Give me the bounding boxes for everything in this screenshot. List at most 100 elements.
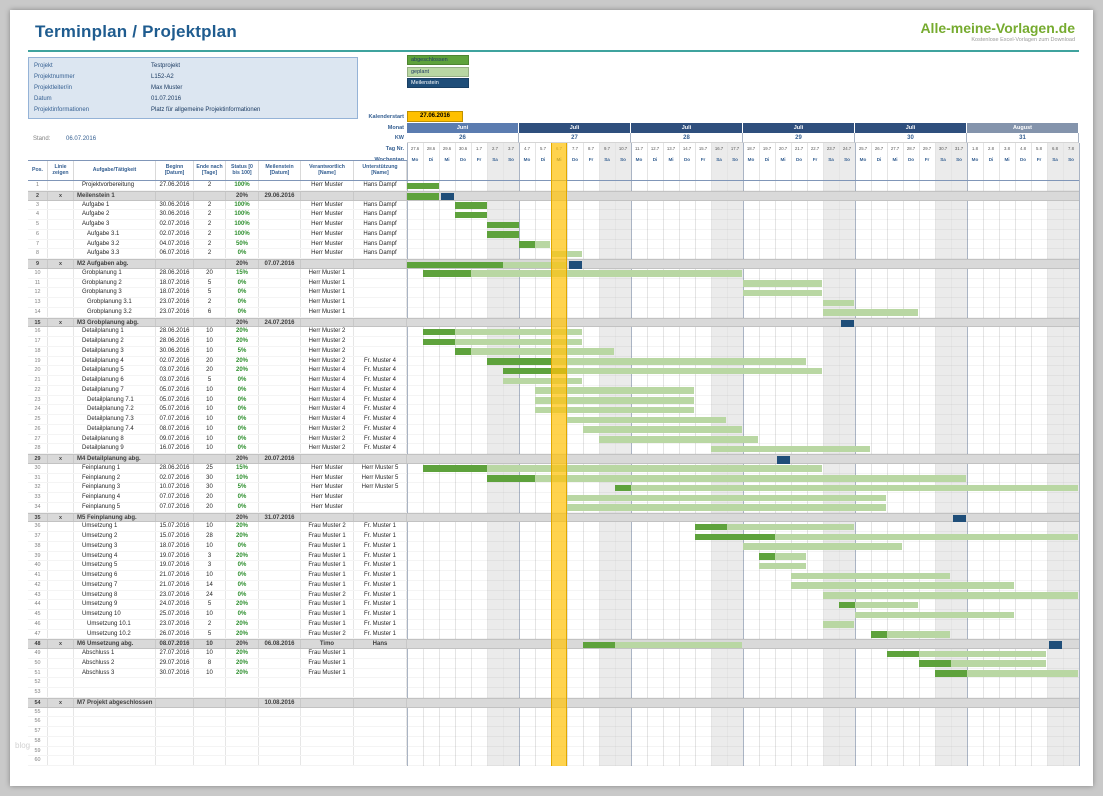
beginn-date-cell[interactable]: 28.06.2016 [156, 463, 194, 473]
dauer-tage-cell[interactable]: 20 [194, 493, 226, 502]
status-percent-cell[interactable]: 0% [226, 444, 259, 453]
meilenstein-date-cell[interactable] [259, 463, 301, 473]
meilenstein-date-cell[interactable] [259, 502, 301, 512]
dauer-tage-cell[interactable]: 28 [194, 532, 226, 541]
linie-toggle-cell[interactable] [48, 727, 74, 736]
unterstuetzung-cell[interactable] [354, 278, 407, 288]
meilenstein-date-cell[interactable] [259, 678, 301, 687]
dauer-tage-cell[interactable]: 2 [194, 200, 226, 210]
status-percent-cell[interactable]: 20% [226, 600, 259, 609]
status-percent-cell[interactable]: 20% [226, 260, 259, 268]
dauer-tage-cell[interactable] [194, 318, 226, 327]
status-percent-cell[interactable]: 0% [226, 493, 259, 502]
task-name-cell[interactable]: M7 Projekt abgeschlossen [74, 698, 156, 707]
verantwortlich-cell[interactable]: Herr Muster [301, 483, 354, 492]
meilenstein-date-cell[interactable] [259, 688, 301, 697]
status-percent-cell[interactable]: 50% [226, 239, 259, 249]
dauer-tage-cell[interactable] [194, 513, 226, 522]
beginn-date-cell[interactable]: 30.06.2016 [156, 210, 194, 219]
task-name-cell[interactable]: Feinplanung 4 [74, 493, 156, 502]
dauer-tage-cell[interactable]: 10 [194, 415, 226, 424]
dauer-tage-cell[interactable]: 10 [194, 640, 226, 648]
unterstuetzung-cell[interactable] [354, 346, 407, 356]
unterstuetzung-cell[interactable] [354, 698, 407, 707]
beginn-date-cell[interactable]: 02.07.2016 [156, 356, 194, 366]
task-name-cell[interactable]: Detailplanung 7 [74, 385, 156, 395]
task-name-cell[interactable]: M4 Detailplanung abg. [74, 455, 156, 463]
unterstuetzung-cell[interactable]: Hans Dampf [354, 181, 407, 190]
task-name-cell[interactable]: Grobplanung 3.1 [74, 298, 156, 307]
unterstuetzung-cell[interactable]: Hans Dampf [354, 229, 407, 239]
status-percent-cell[interactable]: 0% [226, 590, 259, 600]
beginn-date-cell[interactable]: 06.07.2016 [156, 249, 194, 258]
status-percent-cell[interactable]: 0% [226, 541, 259, 551]
linie-toggle-cell[interactable] [48, 210, 74, 219]
unterstuetzung-cell[interactable]: Fr. Muster 1 [354, 532, 407, 541]
dauer-tage-cell[interactable] [194, 707, 226, 717]
task-name-cell[interactable]: Aufgabe 3.2 [74, 239, 156, 249]
task-name-cell[interactable]: Feinplanung 2 [74, 473, 156, 483]
beginn-date-cell[interactable]: 07.07.2016 [156, 493, 194, 502]
unterstuetzung-cell[interactable] [354, 298, 407, 307]
status-percent-cell[interactable]: 100% [226, 229, 259, 239]
meilenstein-date-cell[interactable] [259, 717, 301, 726]
task-name-cell[interactable]: Umsetzung 10.1 [74, 619, 156, 629]
linie-toggle-cell[interactable] [48, 473, 74, 483]
unterstuetzung-cell[interactable]: Fr. Muster 4 [354, 434, 407, 444]
meilenstein-date-cell[interactable] [259, 366, 301, 375]
status-percent-cell[interactable]: 0% [226, 580, 259, 590]
beginn-date-cell[interactable]: 03.07.2016 [156, 366, 194, 375]
dauer-tage-cell[interactable]: 10 [194, 649, 226, 658]
meilenstein-date-cell[interactable] [259, 395, 301, 405]
task-name-cell[interactable]: M6 Umsetzung abg. [74, 640, 156, 648]
task-name-cell[interactable]: Detailplanung 5 [74, 366, 156, 375]
beginn-date-cell[interactable]: 07.07.2016 [156, 502, 194, 512]
beginn-date-cell[interactable] [156, 678, 194, 687]
status-percent-cell[interactable]: 20% [226, 191, 259, 200]
dauer-tage-cell[interactable]: 5 [194, 376, 226, 385]
meilenstein-date-cell[interactable] [259, 424, 301, 434]
verantwortlich-cell[interactable]: Herr Muster [301, 473, 354, 483]
beginn-date-cell[interactable]: 05.07.2016 [156, 385, 194, 395]
unterstuetzung-cell[interactable] [354, 658, 407, 668]
dauer-tage-cell[interactable]: 2 [194, 619, 226, 629]
dauer-tage-cell[interactable]: 2 [194, 229, 226, 239]
task-name-cell[interactable]: Detailplanung 8 [74, 434, 156, 444]
status-percent-cell[interactable]: 0% [226, 415, 259, 424]
dauer-tage-cell[interactable] [194, 698, 226, 707]
meilenstein-date-cell[interactable] [259, 668, 301, 678]
linie-toggle-cell[interactable]: x [48, 698, 74, 707]
meilenstein-date-cell[interactable] [259, 746, 301, 756]
status-percent-cell[interactable]: 0% [226, 376, 259, 385]
status-percent-cell[interactable]: 100% [226, 210, 259, 219]
verantwortlich-cell[interactable]: Herr Muster 2 [301, 337, 354, 346]
meilenstein-date-cell[interactable] [259, 288, 301, 297]
verantwortlich-cell[interactable]: Herr Muster 4 [301, 415, 354, 424]
meilenstein-date-cell[interactable] [259, 434, 301, 444]
task-name-cell[interactable]: Detailplanung 7.1 [74, 395, 156, 405]
beginn-date-cell[interactable]: 25.07.2016 [156, 610, 194, 619]
verantwortlich-cell[interactable] [301, 756, 354, 765]
status-percent-cell[interactable]: 5% [226, 346, 259, 356]
verantwortlich-cell[interactable]: Herr Muster 2 [301, 434, 354, 444]
beginn-date-cell[interactable]: 16.07.2016 [156, 444, 194, 453]
meilenstein-date-cell[interactable] [259, 590, 301, 600]
verantwortlich-cell[interactable] [301, 678, 354, 687]
meilenstein-date-cell[interactable] [259, 736, 301, 746]
status-percent-cell[interactable] [226, 707, 259, 717]
status-percent-cell[interactable] [226, 746, 259, 756]
verantwortlich-cell[interactable]: Herr Muster [301, 493, 354, 502]
task-name-cell[interactable]: Feinplanung 3 [74, 483, 156, 492]
unterstuetzung-cell[interactable]: Herr Muster 5 [354, 463, 407, 473]
beginn-date-cell[interactable]: 27.07.2016 [156, 649, 194, 658]
linie-toggle-cell[interactable] [48, 610, 74, 619]
unterstuetzung-cell[interactable] [354, 649, 407, 658]
meilenstein-date-cell[interactable] [259, 346, 301, 356]
unterstuetzung-cell[interactable] [354, 502, 407, 512]
meilenstein-date-cell[interactable] [259, 483, 301, 492]
task-name-cell[interactable]: Meilenstein 1 [74, 191, 156, 200]
verantwortlich-cell[interactable]: Herr Muster [301, 220, 354, 229]
beginn-date-cell[interactable] [156, 746, 194, 756]
status-percent-cell[interactable]: 100% [226, 220, 259, 229]
status-percent-cell[interactable]: 0% [226, 424, 259, 434]
